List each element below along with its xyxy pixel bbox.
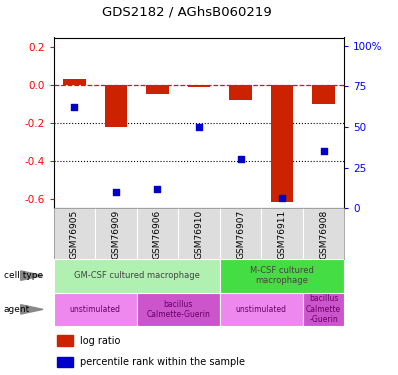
Text: GSM76908: GSM76908 — [319, 210, 328, 259]
Point — [320, 148, 327, 154]
Point — [113, 189, 119, 195]
Text: unstimulated: unstimulated — [236, 305, 287, 314]
Text: bacillus
Calmette-Guerin: bacillus Calmette-Guerin — [146, 300, 210, 319]
Text: percentile rank within the sample: percentile rank within the sample — [80, 357, 245, 367]
Bar — [137, 292, 220, 326]
Bar — [63, 79, 86, 85]
Bar — [312, 85, 335, 104]
Bar — [220, 259, 344, 292]
Polygon shape — [21, 304, 43, 314]
Text: GDS2182 / AGhsB060219: GDS2182 / AGhsB060219 — [102, 6, 272, 19]
Bar — [303, 292, 344, 326]
Text: GSM76909: GSM76909 — [111, 210, 121, 259]
Text: agent: agent — [4, 305, 30, 314]
Text: GSM76911: GSM76911 — [277, 210, 287, 259]
Point — [279, 195, 285, 201]
Bar — [271, 85, 293, 203]
Text: log ratio: log ratio — [80, 336, 120, 345]
Bar — [57, 357, 72, 367]
Point — [71, 104, 78, 110]
Point — [154, 186, 161, 192]
Bar — [229, 85, 252, 100]
Text: unstimulated: unstimulated — [70, 305, 121, 314]
Polygon shape — [21, 271, 43, 280]
Text: GSM76905: GSM76905 — [70, 210, 79, 259]
Bar — [54, 292, 137, 326]
Text: cell type: cell type — [4, 271, 43, 280]
Bar — [57, 335, 72, 346]
Bar — [220, 292, 303, 326]
Point — [237, 156, 244, 162]
Point — [196, 124, 202, 130]
Bar — [146, 85, 169, 94]
Text: GSM76910: GSM76910 — [195, 210, 203, 259]
Bar — [105, 85, 127, 127]
Text: bacillus
Calmette
-Guerin: bacillus Calmette -Guerin — [306, 294, 341, 324]
Text: M-CSF cultured
macrophage: M-CSF cultured macrophage — [250, 266, 314, 285]
Bar — [54, 259, 220, 292]
Bar — [187, 85, 211, 87]
Text: GSM76907: GSM76907 — [236, 210, 245, 259]
Text: GM-CSF cultured macrophage: GM-CSF cultured macrophage — [74, 271, 200, 280]
Text: GSM76906: GSM76906 — [153, 210, 162, 259]
